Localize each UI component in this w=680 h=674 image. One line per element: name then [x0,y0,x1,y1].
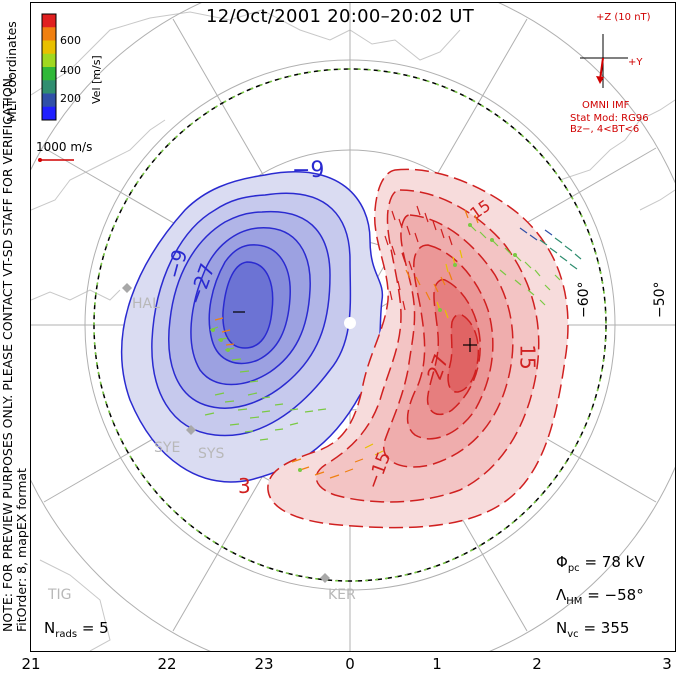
velocity-vectors [204,205,582,479]
imf-condition: Bz−, 4<BT<6 [570,124,640,135]
imf-source: OMNI IMF [582,100,630,111]
radar-label-sys: SYS [198,446,225,462]
negative-potential-cell [121,171,384,483]
imf-clock [580,34,628,88]
reference-vector-label: 1000 m/s [36,140,93,154]
colorbar-border [41,13,57,121]
colorbar-segment [42,27,56,41]
stat-phi-pc: Φpc = 78 kV [556,553,645,574]
colorbar-tick-400: 400 [60,64,81,77]
stat-nvc: Nvc = 355 [556,619,630,640]
lat-label-50: −50° [652,281,668,318]
colorbar-tick-200: 200 [60,92,81,105]
contour-label: 15 [515,344,540,370]
contour-label: −9 [292,158,325,183]
contour-label: 3 [238,474,251,498]
colorbar-segment [42,80,56,94]
radar-label-ker: KER [328,587,356,603]
colorbar-segment [42,67,56,81]
page-title: 12/Oct/2001 20:00–20:02 UT [205,6,475,27]
stat-lambda-hm: ΛHM = −58° [556,586,644,607]
stat-nrads: Nrads = 5 [44,619,109,640]
colorbar-segment [42,106,56,121]
radar-label-hal: HAL [132,296,160,312]
mlt-tick-1: 1 [432,655,442,673]
colorbar-title: Vel [m/s] [90,55,103,104]
mlt-tick-22: 22 [157,655,177,673]
colorbar-segment [42,53,56,68]
imf-y-label: +Y [628,57,643,68]
mlt-tick-23: 23 [254,655,274,673]
mlt-tick-2: 2 [532,655,542,673]
colorbar-segment [42,40,56,55]
radar-label-tig: TIG [48,587,72,603]
radar-sites [122,283,330,583]
lat-label-60: −60° [576,281,592,318]
radar-label-sye: SYE [154,440,181,456]
pole-marker [344,317,356,329]
mlt-tick-3: 3 [662,655,672,673]
velocity-colorbar [41,13,57,121]
mlt-tick-21: 21 [21,655,41,673]
colorbar-segment [42,14,56,28]
coords-label: MLT coordinates [4,21,19,122]
mlt-tick-0: 0 [345,655,355,673]
colorbar-tick-600: 600 [60,34,81,47]
colorbar-segment [42,93,56,108]
imf-model: Stat Mod: RG96 [570,113,649,124]
imf-z-label: +Z (10 nT) [596,12,651,23]
reference-vector [38,158,74,162]
